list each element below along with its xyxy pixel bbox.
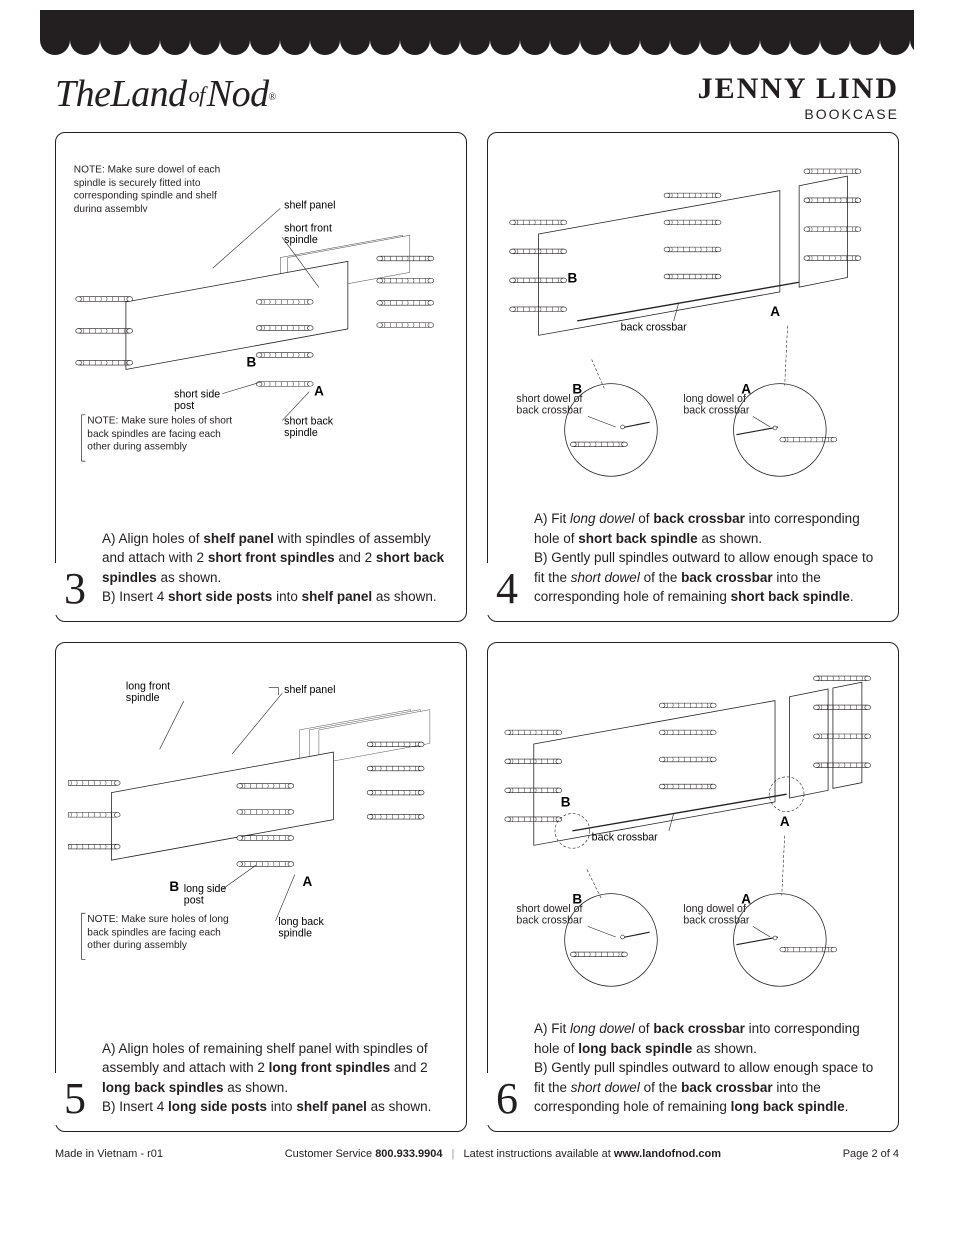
- step-4-instructions: A) Fit long dowel of back crossbar into …: [534, 509, 886, 607]
- step-5-number: 5: [50, 1073, 100, 1125]
- label-shelf-panel: shelf panel: [284, 199, 335, 211]
- step-6-diagram: B A back crossbar B short dowel ofback c…: [500, 653, 886, 1019]
- label-B-top-6: B: [561, 795, 571, 810]
- label-long-back-spindle: long backspindle: [278, 916, 324, 940]
- step-5-panel: 5 long frontspindle shelf panel: [55, 642, 467, 1132]
- label-A-5: A: [302, 874, 312, 889]
- brand-logo: TheLandofNod®: [55, 72, 276, 116]
- step-3-instructions: A) Align holes of shelf panel with spind…: [102, 529, 454, 607]
- label-short-dowel-6: short dowel ofback crossbar: [516, 904, 603, 927]
- label-A-top-6: A: [780, 814, 790, 829]
- step-5-diagram: long frontspindle shelf panel: [68, 653, 454, 1039]
- footer-left: Made in Vietnam - r01: [55, 1148, 163, 1160]
- label-long-dowel-6: long dowel ofback crossbar: [683, 904, 770, 927]
- product-subtitle: BOOKCASE: [698, 106, 899, 122]
- brand-nod: Nod: [207, 73, 269, 115]
- step-3-panel: 3: [55, 132, 467, 622]
- product-name: JENNY LIND: [698, 72, 899, 106]
- step-6-number: 6: [482, 1073, 532, 1125]
- step-4-number: 4: [482, 563, 532, 615]
- footer-center: Customer Service 800.933.9904 | Latest i…: [163, 1148, 843, 1160]
- label-back-crossbar: back crossbar: [621, 322, 688, 334]
- brand-reg: ®: [269, 92, 276, 103]
- step-3-diagram: NOTE: Make sure dowel of each spindle is…: [68, 143, 454, 529]
- footer-right: Page 2 of 4: [843, 1148, 899, 1160]
- product-title: JENNY LIND BOOKCASE: [698, 72, 899, 122]
- step-4-diagram: B A back crossbar B short dowel ofback: [500, 143, 886, 509]
- step-4-panel: 4: [487, 132, 899, 622]
- label-short-side-post: short sidepost: [174, 389, 220, 413]
- label-long-dowel: long dowel ofback crossbar: [683, 394, 770, 417]
- footer: Made in Vietnam - r01 Customer Service 8…: [0, 1142, 954, 1180]
- label-short-front-spindle: short frontspindle: [284, 223, 332, 247]
- step-5-instructions: A) Align holes of remaining shelf panel …: [102, 1039, 454, 1117]
- brand-land: Land: [111, 73, 187, 115]
- step-3-note-top: NOTE: Make sure dowel of each spindle is…: [74, 164, 243, 212]
- label-shelf-panel-5: shelf panel: [284, 684, 335, 696]
- step-6-instructions: A) Fit long dowel of back crossbar into …: [534, 1019, 886, 1117]
- label-B-top: B: [568, 271, 578, 286]
- label-long-side-post: long sidepost: [184, 883, 227, 907]
- brand-of: of: [187, 82, 207, 107]
- step-5-note-bottom: NOTE: Make sure holes of long back spind…: [87, 913, 232, 952]
- brand-the: The: [55, 73, 111, 115]
- label-A-top: A: [770, 304, 780, 319]
- header-band: [40, 10, 914, 40]
- label-A: A: [314, 384, 324, 399]
- label-B-5: B: [169, 879, 179, 894]
- label-B: B: [247, 355, 257, 370]
- label-short-dowel: short dowel ofback crossbar: [516, 394, 603, 417]
- label-long-front-spindle: long frontspindle: [126, 681, 170, 705]
- label-back-crossbar-6: back crossbar: [592, 832, 659, 844]
- scallop-trim: [40, 40, 914, 58]
- step-3-number: 3: [50, 563, 100, 615]
- step-3-note-bottom: NOTE: Make sure holes of short back spin…: [87, 415, 232, 454]
- label-short-back-spindle: short backspindle: [284, 416, 334, 440]
- step-6-panel: 6: [487, 642, 899, 1132]
